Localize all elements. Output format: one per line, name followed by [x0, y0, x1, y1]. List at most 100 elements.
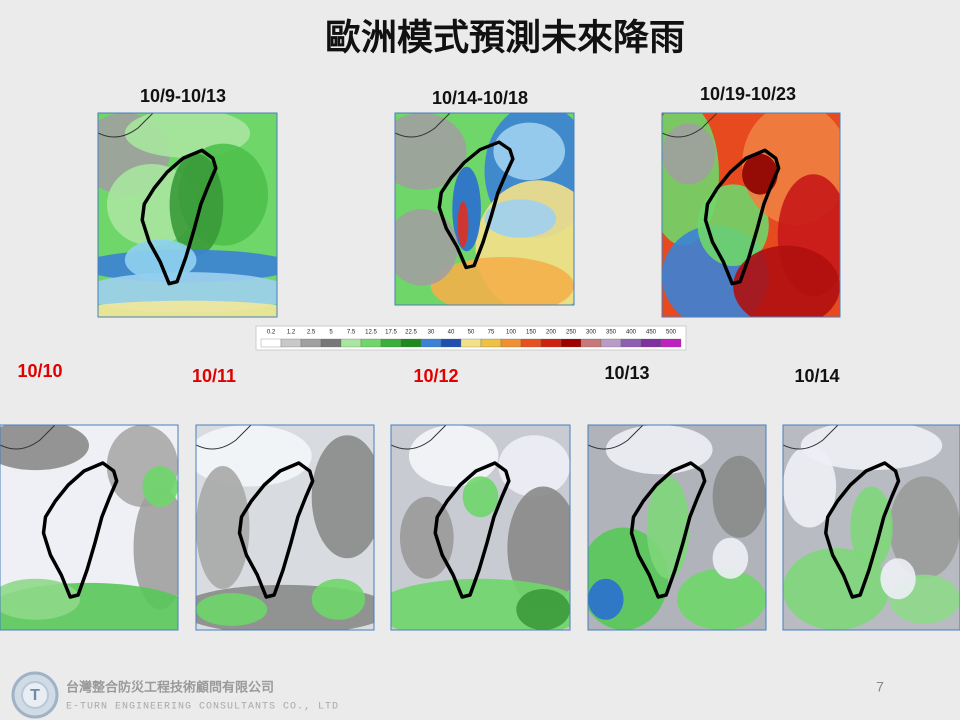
colorbar-swatch: [320, 338, 342, 348]
coastline: [662, 113, 718, 138]
colorbar-swatch: [280, 338, 302, 348]
rain-area: [712, 455, 766, 538]
colorbar-swatch: [380, 338, 402, 348]
rain-area: [0, 425, 89, 471]
rain-area: [880, 558, 916, 600]
colorbar-label: 40: [448, 330, 455, 336]
day-label: 10/14: [794, 366, 839, 386]
taiwan-outline: [237, 461, 315, 599]
rain-area: [462, 476, 499, 518]
colorbar-label: 200: [546, 330, 557, 336]
rain-area: [98, 300, 277, 317]
colorbar-label: 300: [586, 330, 597, 336]
rain-area: [0, 578, 81, 620]
colorbar-swatch: [260, 338, 282, 348]
colorbar-swatch: [440, 338, 462, 348]
map-border: [0, 424, 179, 631]
rain-map: [588, 425, 766, 630]
rain-area: [605, 425, 713, 475]
map-border: [195, 424, 375, 631]
rain-area: [712, 537, 749, 579]
rain-area: [677, 568, 766, 630]
rain-map: [0, 425, 178, 630]
map-border: [394, 112, 575, 306]
logo: T: [11, 671, 59, 719]
colorbar-swatch: [420, 338, 442, 348]
taiwan-outline: [824, 461, 901, 599]
colorbar-label: 1.2: [287, 330, 296, 336]
logo-mark: T: [30, 687, 40, 704]
coastline: [395, 113, 451, 138]
map-border: [661, 112, 841, 318]
day-label: 10/13: [604, 363, 649, 383]
slide-title: 歐洲模式預測未來降雨: [325, 17, 685, 58]
taiwan-outline: [140, 148, 218, 286]
rain-map: [391, 425, 570, 630]
colorbar-label: 12.5: [365, 330, 377, 336]
rain-area: [133, 486, 178, 610]
colorbar-swatch: [340, 338, 362, 348]
period-label: 10/9-10/13: [140, 86, 226, 106]
rain-map: [98, 113, 277, 317]
colorbar-label: 22.5: [405, 330, 417, 336]
colorbar-label: 30: [428, 330, 435, 336]
rain-area: [196, 466, 250, 589]
day-label: 10/12: [413, 366, 458, 386]
rain-area: [507, 486, 570, 610]
coastline: [588, 425, 644, 450]
colorbar-swatch: [600, 338, 622, 348]
colorbar-swatch: [640, 338, 662, 348]
rain-area: [733, 245, 840, 317]
rain-area: [850, 486, 893, 569]
colorbar-swatch: [360, 338, 382, 348]
rain-area: [196, 593, 268, 626]
rain-area: [142, 466, 178, 507]
rain-area: [516, 589, 570, 630]
coastline: [98, 113, 154, 138]
colorbar-label: 350: [606, 330, 617, 336]
rain-area: [800, 425, 943, 471]
colorbar-swatch: [580, 338, 602, 348]
rain-map: [196, 425, 374, 630]
colorbar-label: 0.2: [267, 330, 276, 336]
map-border: [97, 112, 278, 318]
rain-area: [395, 113, 467, 190]
company-name: 台灣整合防災工程技術顧問有限公司: [66, 679, 274, 694]
period-label: 10/19-10/23: [700, 84, 796, 104]
colorbar-label: 75: [488, 330, 495, 336]
taiwan-outline: [629, 461, 707, 599]
colorbar-label: 50: [468, 330, 475, 336]
rain-area: [395, 209, 458, 286]
rain-map: [783, 425, 960, 630]
rain-area: [646, 476, 690, 579]
colorbar-label: 250: [566, 330, 577, 336]
rain-area: [196, 425, 312, 487]
rain-map: [395, 113, 574, 305]
colorbar-swatch: [500, 338, 522, 348]
day-label: 10/10: [17, 361, 62, 381]
rain-area: [783, 445, 837, 528]
rain-area: [493, 122, 566, 181]
colorbar-swatch: [480, 338, 502, 348]
rain-area: [399, 496, 454, 579]
rain-area: [742, 153, 778, 195]
company-name-en: E-TURN ENGINEERING CONSULTANTS CO., LTD: [66, 702, 339, 713]
colorbar-label: 100: [506, 330, 517, 336]
colorbar-swatch: [300, 338, 322, 348]
map-border: [782, 424, 960, 631]
taiwan-outline: [437, 140, 515, 270]
taiwan-outline: [703, 148, 781, 286]
colorbar-swatch: [620, 338, 642, 348]
rain-area: [783, 548, 890, 630]
colorbar-swatch: [560, 338, 582, 348]
colorbar-label: 150: [526, 330, 537, 336]
colorbar-label: 400: [626, 330, 637, 336]
rain-area: [889, 476, 960, 579]
coastline: [196, 425, 252, 450]
coastline: [391, 425, 447, 450]
colorbar-label: 450: [646, 330, 657, 336]
colorbar-label: 5: [329, 330, 333, 336]
page-number: 7: [876, 679, 884, 695]
colorbar-swatch: [400, 338, 422, 348]
